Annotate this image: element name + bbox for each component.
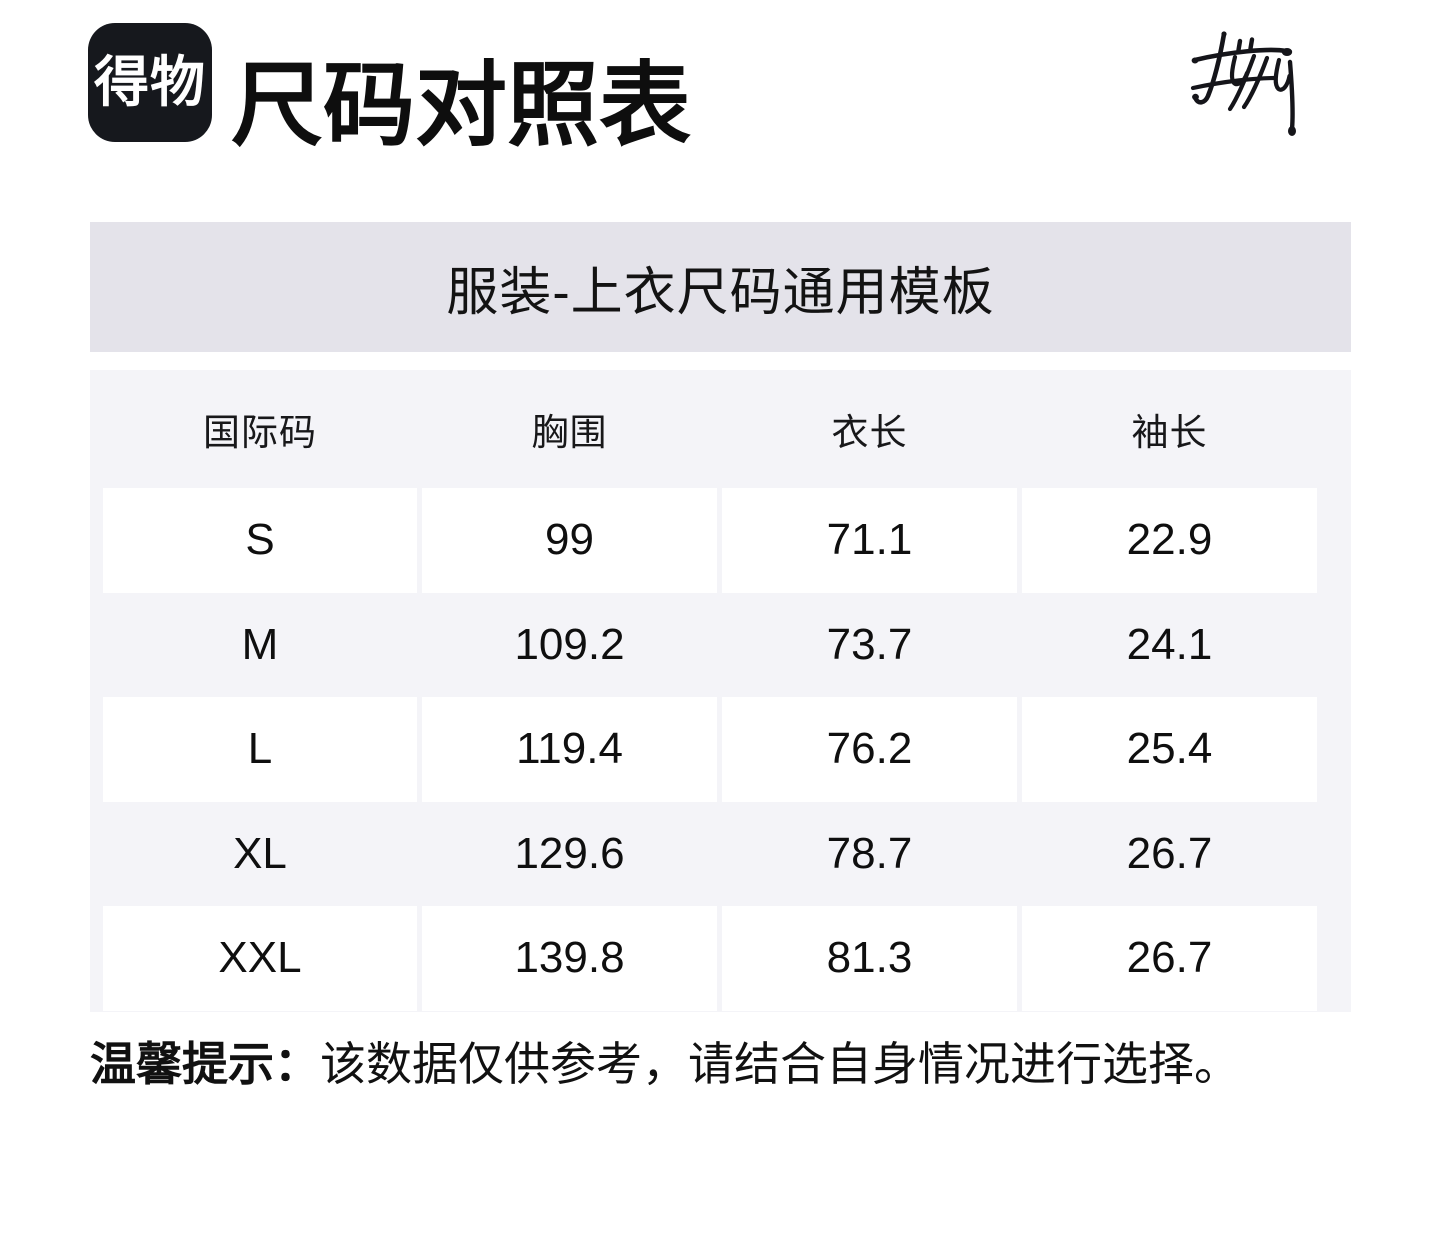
chest-cell: 139.8	[422, 906, 717, 1011]
sleeve-cell: 25.4	[1022, 697, 1317, 802]
column-header-sleeve: 袖长	[1131, 412, 1208, 453]
chest-cell: 129.6	[514, 828, 625, 878]
chest-cell: 99	[422, 488, 717, 593]
dewu-app-logo: 得物	[88, 23, 212, 142]
disclaimer-text: 该数据仅供参考，请结合自身情况进行选择。	[320, 1038, 1240, 1090]
size-cell: L	[103, 697, 417, 802]
sleeve-cell: 22.9	[1022, 488, 1317, 593]
template-banner-label: 服装-上衣尺码通用模板	[446, 263, 995, 322]
dewu-logo-text: 得物	[93, 51, 206, 113]
stussy-signature-icon	[1190, 31, 1296, 136]
page-title: 尺码对照表	[231, 55, 692, 157]
sleeve-cell: 26.7	[1126, 828, 1213, 878]
table-row: S 99 71.1 22.9	[90, 488, 1351, 593]
size-cell: XL	[233, 828, 287, 878]
template-banner: 服装-上衣尺码通用模板	[90, 222, 1351, 352]
chest-cell: 109.2	[514, 619, 625, 669]
disclaimer-prefix: 温馨提示：	[90, 1038, 320, 1090]
size-cell: S	[103, 488, 417, 593]
size-table-header-row: 国际码 胸围 衣长 袖长	[90, 370, 1351, 488]
table-row: XXL 139.8 81.3 26.7	[90, 906, 1351, 1011]
size-cell: XXL	[103, 906, 417, 1011]
length-cell: 71.1	[722, 488, 1017, 593]
table-row: L 119.4 76.2 25.4	[90, 697, 1351, 802]
column-header-size: 国际码	[203, 412, 317, 453]
sleeve-cell: 26.7	[1022, 906, 1317, 1011]
chest-cell: 119.4	[422, 697, 717, 802]
column-header-length: 衣长	[831, 412, 908, 453]
disclaimer: 温馨提示：该数据仅供参考，请结合自身情况进行选择。	[90, 1034, 1370, 1094]
length-cell: 81.3	[722, 906, 1017, 1011]
length-cell: 78.7	[826, 828, 913, 878]
table-row: M 109.2 73.7 24.1	[90, 593, 1351, 698]
column-header-chest: 胸围	[531, 412, 608, 453]
length-cell: 76.2	[722, 697, 1017, 802]
size-table-body: S 99 71.1 22.9 M 109.2 73.7 24.1 L 119.4…	[90, 488, 1351, 1011]
sleeve-cell: 24.1	[1126, 619, 1213, 669]
size-table: 国际码 胸围 衣长 袖长 S 99 71.1 22.9 M 109.2 73.7…	[90, 370, 1351, 1012]
length-cell: 73.7	[826, 619, 913, 669]
size-cell: M	[241, 619, 279, 669]
table-row: XL 129.6 78.7 26.7	[90, 802, 1351, 907]
